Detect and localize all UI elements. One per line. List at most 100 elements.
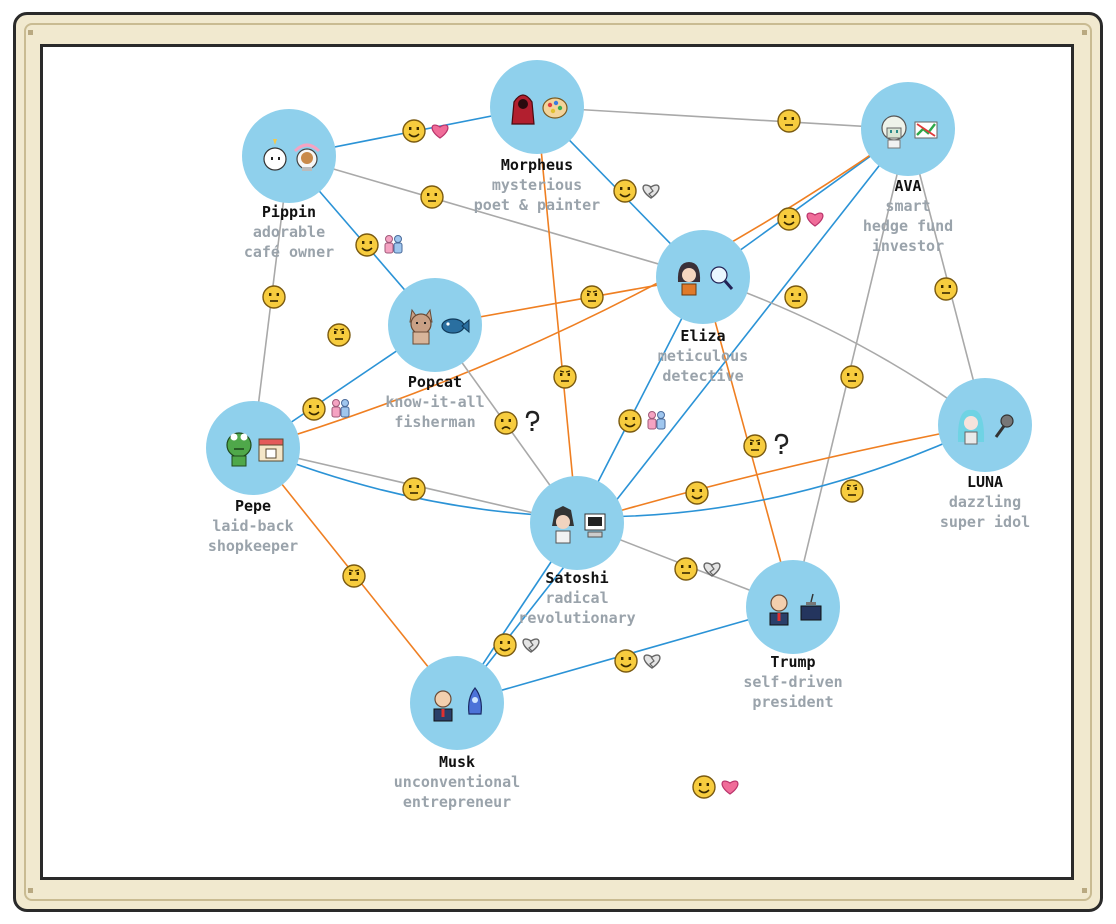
node-description: detective (662, 367, 743, 385)
node-description: meticulous (658, 347, 748, 365)
mood-meh-icon (840, 479, 864, 503)
edge-marker-eliza-popcat[interactable] (580, 285, 604, 309)
label-layer: Pippin adorable café owner Morpheus mysterio… (208, 109, 1030, 811)
node-description: smart (885, 197, 930, 215)
magnifier-icon (710, 266, 734, 290)
node-musk[interactable] (410, 656, 504, 750)
hooded-figure-icon (511, 94, 535, 125)
node-description: super idol (940, 513, 1030, 531)
edge-marker-pepe-musk[interactable] (342, 564, 366, 588)
node-bubble (656, 230, 750, 324)
node-eliza[interactable] (656, 230, 750, 324)
edge-ava-pepe (252, 128, 909, 449)
edge-marker-pepe-satoshi[interactable] (402, 477, 426, 501)
edge-marker-pippin-pepe[interactable] (262, 285, 286, 309)
broken-heart-icon (703, 562, 721, 577)
edge-marker-satoshi-musk[interactable] (493, 633, 540, 657)
edge-marker-pippin-eliza[interactable] (420, 185, 444, 209)
edge-marker-morpheus-eliza[interactable] (613, 179, 660, 203)
mood-neutral-icon (934, 277, 958, 301)
mood-happy-icon (355, 233, 379, 257)
node-popcat[interactable] (388, 278, 482, 372)
node-description: president (752, 693, 833, 711)
node-satoshi[interactable] (530, 476, 624, 570)
heart-icon (806, 212, 824, 227)
mood-happy-icon (613, 179, 637, 203)
edge-marker-ava-pepe[interactable] (327, 323, 351, 347)
node-bubble (490, 60, 584, 154)
node-description: know-it-all (385, 393, 484, 411)
mood-neutral-icon (777, 109, 801, 133)
edge-marker-ava-eliza[interactable] (777, 207, 824, 231)
edge-marker-satoshi-luna[interactable] (840, 479, 864, 503)
hacker-icon (552, 506, 574, 544)
question-icon (774, 433, 789, 454)
mood-sad-icon (494, 411, 518, 435)
edge-marker-popcat-satoshi[interactable] (494, 410, 540, 435)
node-ava[interactable] (861, 82, 955, 176)
mood-happy-icon (685, 481, 709, 505)
node-name: Trump (770, 653, 815, 671)
edge-ava-luna (907, 128, 986, 426)
edge-marker-ava-luna[interactable] (934, 277, 958, 301)
node-description: hedge fund (863, 217, 953, 235)
node-description: radical (545, 589, 608, 607)
node-bubble (938, 378, 1032, 472)
edge-marker-eliza-luna[interactable] (784, 285, 808, 309)
edge-pippin-eliza (288, 155, 704, 278)
edge-marker-satoshi-trump[interactable] (674, 557, 721, 581)
node-pippin[interactable] (242, 109, 336, 203)
node-morpheus[interactable] (490, 60, 584, 154)
broken-heart-icon (642, 184, 660, 199)
girl-icon (677, 262, 701, 296)
edge-marker-pippin-morpheus[interactable] (402, 119, 449, 143)
question-icon (525, 410, 540, 431)
mood-neutral-icon (402, 477, 426, 501)
mood-neutral-icon (840, 365, 864, 389)
node-bubble (746, 560, 840, 654)
node-layer (206, 60, 1032, 750)
node-bubble (410, 656, 504, 750)
mood-meh-icon (342, 564, 366, 588)
mood-meh-icon (553, 365, 577, 389)
edge-marker-morpheus-satoshi[interactable] (553, 365, 577, 389)
node-description: laid-back (212, 517, 293, 535)
node-name: Satoshi (545, 569, 608, 587)
mood-meh-icon (580, 285, 604, 309)
node-description: shopkeeper (208, 537, 298, 555)
podium-icon (800, 593, 822, 621)
palette-icon (542, 97, 568, 119)
edge-marker-pippin-popcat[interactable] (355, 233, 403, 257)
node-luna[interactable] (938, 378, 1032, 472)
mood-neutral-icon (262, 285, 286, 309)
node-description: poet & painter (474, 196, 600, 214)
mood-happy-icon (493, 633, 517, 657)
edge-marker-pepe-luna[interactable] (692, 775, 739, 799)
edge-marker-eliza-satoshi[interactable] (618, 409, 666, 433)
edge-marker-morpheus-ava[interactable] (777, 109, 801, 133)
broken-heart-icon (643, 654, 661, 669)
mood-happy-icon (692, 775, 716, 799)
edge-marker-ava-trump[interactable] (840, 365, 864, 389)
edge-morpheus-ava (536, 106, 909, 130)
man-icon (769, 594, 789, 626)
edge-morpheus-satoshi (536, 106, 578, 524)
idol-icon (957, 409, 985, 445)
frame-rivet (1082, 30, 1087, 35)
edge-marker-popcat-pepe[interactable] (302, 397, 350, 421)
edge-marker-trump-musk[interactable] (614, 649, 661, 673)
microphone-icon (994, 414, 1014, 438)
node-pepe[interactable] (206, 401, 300, 495)
node-description: investor (872, 237, 944, 255)
node-description: revolutionary (518, 609, 635, 627)
edge-marker-ava-musk[interactable] (685, 481, 709, 505)
node-bubble (242, 109, 336, 203)
computer-icon (584, 513, 606, 538)
mood-happy-icon (777, 207, 801, 231)
frame-rivet (28, 30, 33, 35)
node-trump[interactable] (746, 560, 840, 654)
node-name: Morpheus (501, 156, 573, 174)
node-bubble (206, 401, 300, 495)
edge-marker-eliza-trump[interactable] (743, 433, 789, 458)
